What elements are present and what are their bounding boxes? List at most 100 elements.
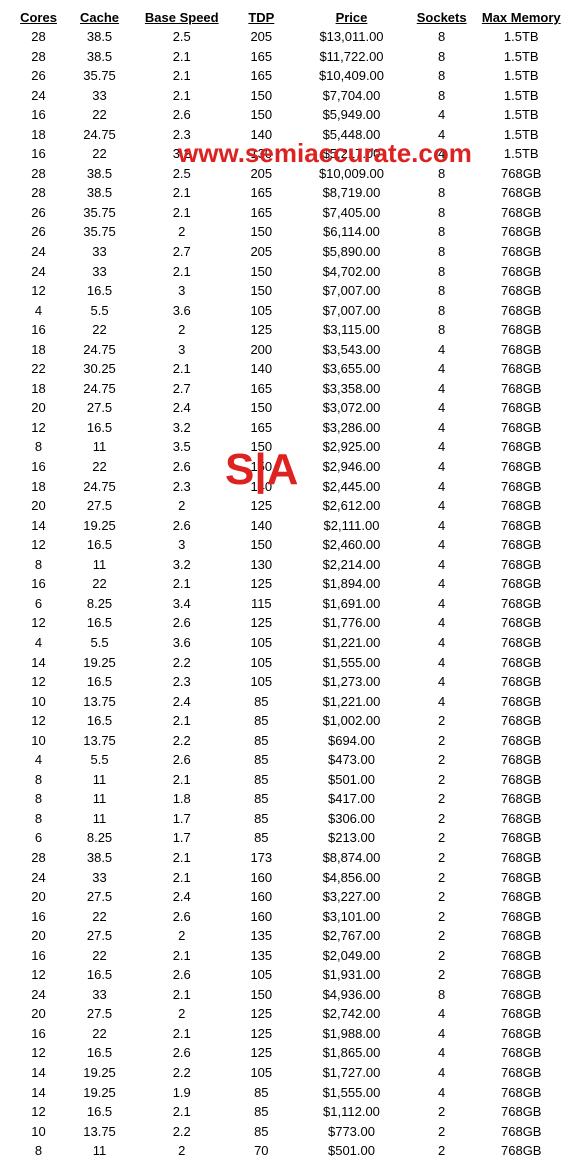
cell-cores: 12: [12, 535, 65, 555]
cell-sockets: 2: [410, 1122, 474, 1142]
cell-tdp: 85: [229, 692, 293, 712]
cell-speed: 3.6: [134, 633, 229, 653]
cell-cores: 6: [12, 828, 65, 848]
cell-cache: 11: [65, 789, 134, 809]
cell-tdp: 165: [229, 379, 293, 399]
cell-cache: 5.5: [65, 750, 134, 770]
cell-cache: 8.25: [65, 594, 134, 614]
cell-price: $10,409.00: [293, 66, 410, 86]
cell-cores: 26: [12, 66, 65, 86]
cell-price: $3,072.00: [293, 398, 410, 418]
cell-cores: 18: [12, 125, 65, 145]
cell-mem: 768GB: [474, 789, 570, 809]
cell-cache: 22: [65, 1024, 134, 1044]
table-row: 8113.5150$2,925.004768GB: [12, 437, 569, 457]
cell-mem: 768GB: [474, 281, 570, 301]
cell-tdp: 125: [229, 1024, 293, 1044]
cell-speed: 2: [134, 222, 229, 242]
cell-speed: 3.5: [134, 437, 229, 457]
cell-tdp: 150: [229, 535, 293, 555]
cell-tdp: 85: [229, 750, 293, 770]
cell-sockets: 8: [410, 242, 474, 262]
cell-cores: 18: [12, 477, 65, 497]
cell-tdp: 165: [229, 418, 293, 438]
cell-price: $7,704.00: [293, 86, 410, 106]
table-row: 1216.53150$7,007.008768GB: [12, 281, 569, 301]
cell-speed: 3: [134, 340, 229, 360]
cell-tdp: 200: [229, 340, 293, 360]
cell-mem: 768GB: [474, 907, 570, 927]
cell-mem: 768GB: [474, 555, 570, 575]
cell-speed: 2.6: [134, 907, 229, 927]
cell-cores: 16: [12, 946, 65, 966]
cell-mem: 768GB: [474, 203, 570, 223]
cell-sockets: 2: [410, 711, 474, 731]
cell-cache: 19.25: [65, 516, 134, 536]
table-body: 2838.52.5205$13,011.0081.5TB2838.52.1165…: [12, 27, 569, 1161]
cell-cores: 16: [12, 1024, 65, 1044]
table-row: 2027.52125$2,612.004768GB: [12, 496, 569, 516]
cell-cache: 19.25: [65, 1083, 134, 1103]
cell-sockets: 4: [410, 1043, 474, 1063]
cell-cores: 20: [12, 926, 65, 946]
cell-tdp: 105: [229, 633, 293, 653]
cell-tdp: 125: [229, 1043, 293, 1063]
cell-sockets: 2: [410, 887, 474, 907]
cell-speed: 3.2: [134, 418, 229, 438]
table-row: 2027.52135$2,767.002768GB: [12, 926, 569, 946]
cell-sockets: 2: [410, 848, 474, 868]
cell-cache: 22: [65, 144, 134, 164]
cell-sockets: 2: [410, 809, 474, 829]
table-row: 1824.752.7165$3,358.004768GB: [12, 379, 569, 399]
table-row: 24332.1160$4,856.002768GB: [12, 868, 569, 888]
cell-speed: 2: [134, 926, 229, 946]
cell-mem: 768GB: [474, 672, 570, 692]
cell-cache: 16.5: [65, 418, 134, 438]
cell-speed: 1.9: [134, 1083, 229, 1103]
cell-cache: 24.75: [65, 125, 134, 145]
cell-mem: 768GB: [474, 613, 570, 633]
cell-cores: 16: [12, 320, 65, 340]
cell-sockets: 4: [410, 340, 474, 360]
table-row: 2027.52.4150$3,072.004768GB: [12, 398, 569, 418]
cell-mem: 768GB: [474, 418, 570, 438]
cell-speed: 2.6: [134, 1043, 229, 1063]
cell-mem: 768GB: [474, 750, 570, 770]
cell-cache: 27.5: [65, 926, 134, 946]
cell-price: $417.00: [293, 789, 410, 809]
cell-sockets: 2: [410, 868, 474, 888]
cell-tdp: 125: [229, 1004, 293, 1024]
cell-tdp: 125: [229, 574, 293, 594]
cell-price: $3,227.00: [293, 887, 410, 907]
cell-speed: 2.6: [134, 750, 229, 770]
cell-cache: 16.5: [65, 613, 134, 633]
cell-mem: 768GB: [474, 320, 570, 340]
cell-price: $4,856.00: [293, 868, 410, 888]
table-row: 1419.252.2105$1,555.004768GB: [12, 653, 569, 673]
cell-cores: 18: [12, 379, 65, 399]
cell-cores: 4: [12, 633, 65, 653]
cell-cache: 27.5: [65, 398, 134, 418]
table-row: 2635.752150$6,114.008768GB: [12, 222, 569, 242]
cell-cores: 28: [12, 164, 65, 184]
cell-mem: 768GB: [474, 535, 570, 555]
cell-tdp: 125: [229, 613, 293, 633]
cell-tdp: 205: [229, 242, 293, 262]
cell-tdp: 115: [229, 594, 293, 614]
cell-price: $5,949.00: [293, 105, 410, 125]
cell-mem: 1.5TB: [474, 144, 570, 164]
cell-speed: 2.6: [134, 965, 229, 985]
cell-speed: 3: [134, 281, 229, 301]
cell-tdp: 85: [229, 828, 293, 848]
cell-cores: 10: [12, 1122, 65, 1142]
cell-cache: 24.75: [65, 340, 134, 360]
cell-cache: 8.25: [65, 828, 134, 848]
cell-tdp: 130: [229, 144, 293, 164]
cell-mem: 768GB: [474, 379, 570, 399]
cell-speed: 2.4: [134, 692, 229, 712]
cell-price: $5,217.00: [293, 144, 410, 164]
cell-cores: 12: [12, 965, 65, 985]
cell-tdp: 150: [229, 262, 293, 282]
table-row: 2635.752.1165$7,405.008768GB: [12, 203, 569, 223]
table-row: 1216.53.2165$3,286.004768GB: [12, 418, 569, 438]
